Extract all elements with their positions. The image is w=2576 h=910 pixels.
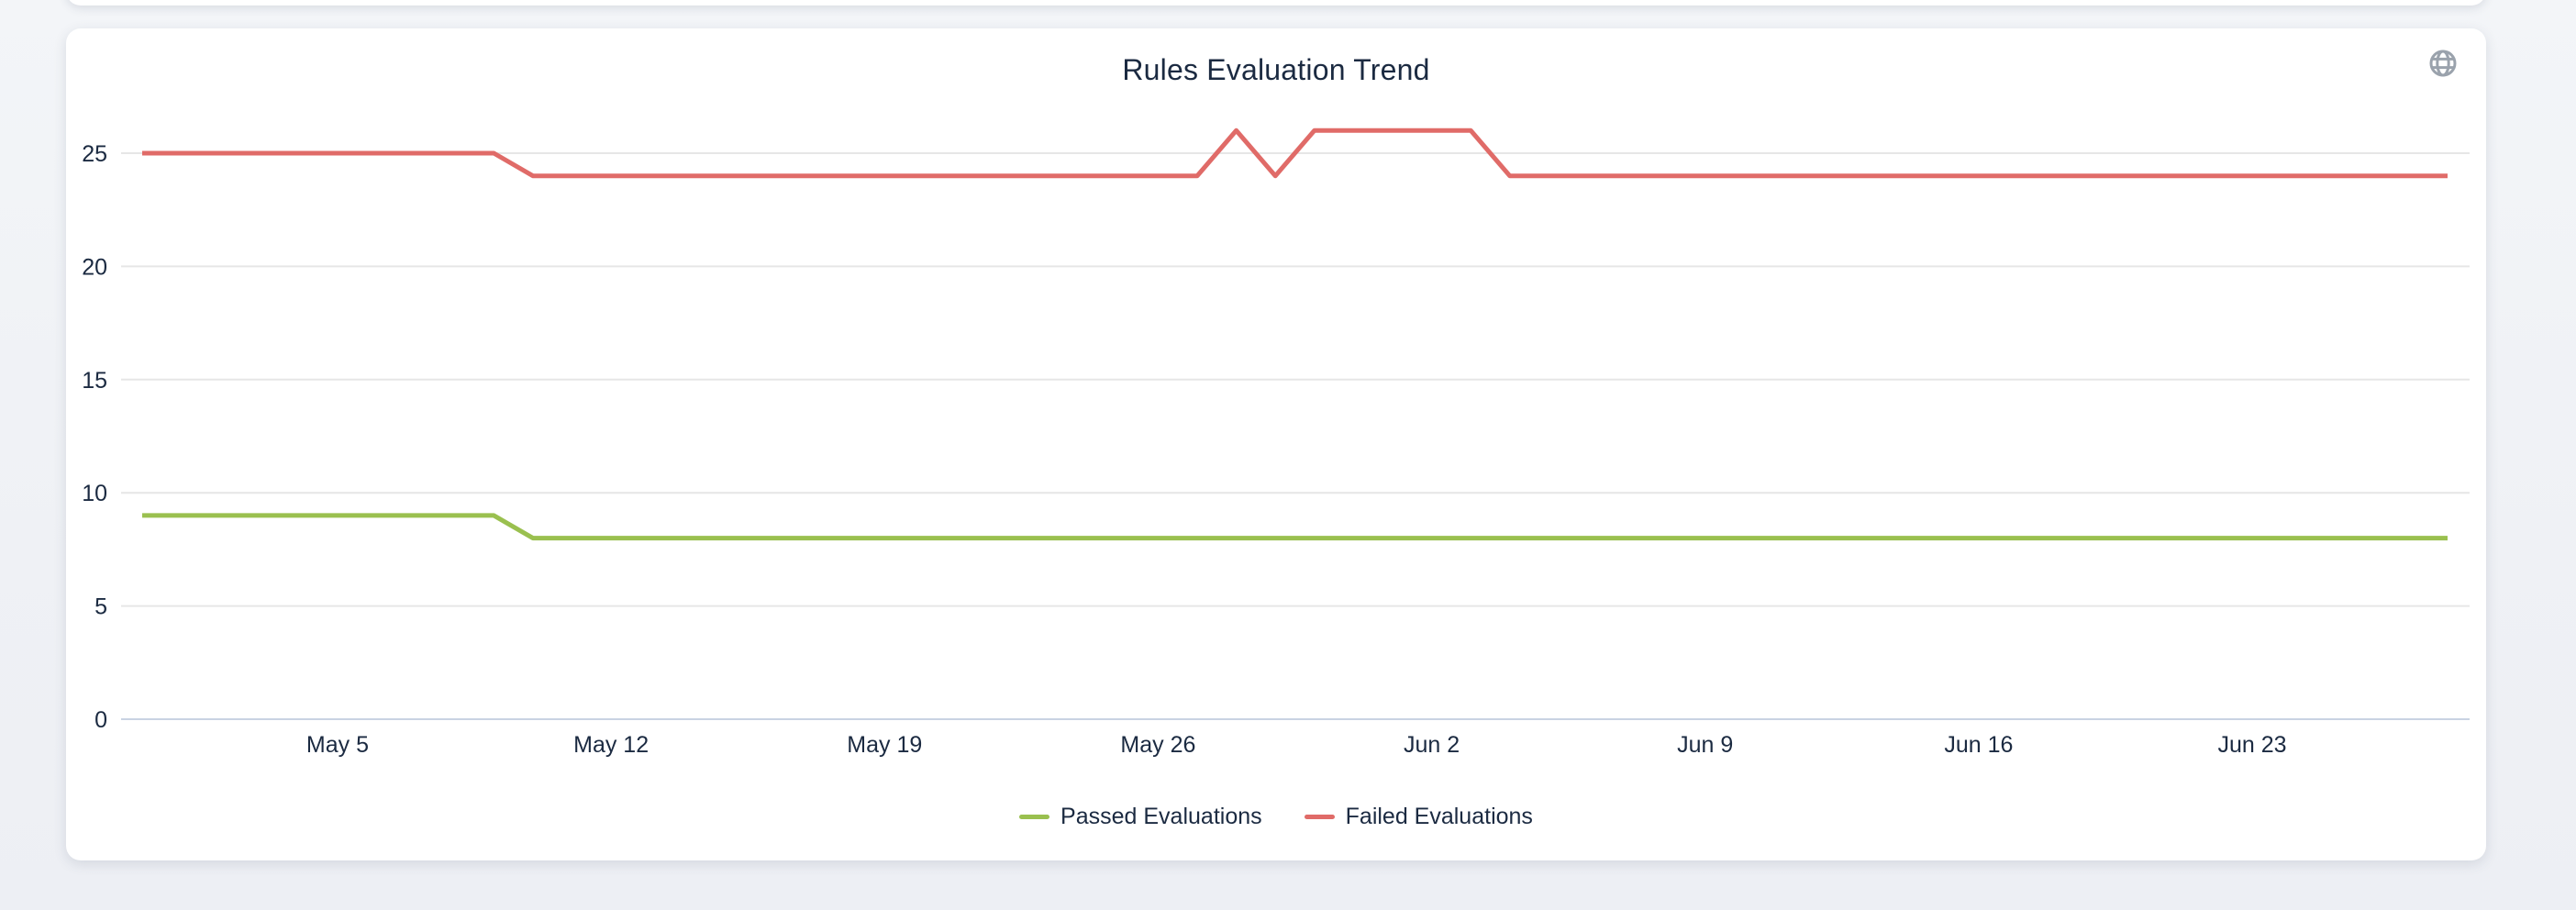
series-line-passed-evaluations[interactable] (142, 513, 2448, 541)
globe-icon (2429, 50, 2457, 77)
x-tick-label: May 12 (573, 732, 649, 758)
legend-item-failed[interactable]: Failed Evaluations (1304, 803, 1533, 830)
y-tick-label: 25 (82, 141, 107, 167)
passed-series-swatch-icon (1019, 814, 1050, 819)
y-tick-label: 5 (94, 594, 107, 620)
rules-evaluation-trend-card: Rules Evaluation Trend 0 5 10 15 20 25 May 5 Ma… (66, 28, 2486, 860)
chart-title: Rules Evaluation Trend (1122, 53, 1430, 86)
chart-legend: Passed Evaluations Failed Evaluations (66, 800, 2486, 833)
series-line-failed-evaluations[interactable] (142, 128, 2448, 179)
legend-label-failed: Failed Evaluations (1345, 803, 1533, 829)
y-tick-label: 0 (94, 707, 107, 733)
x-tick-label: Jun 23 (2218, 732, 2287, 758)
y-tick-label: 10 (82, 481, 107, 506)
x-tick-label: Jun 9 (1677, 732, 1733, 758)
y-tick-label: 20 (82, 254, 107, 280)
globe-button[interactable] (2427, 48, 2459, 79)
x-tick-label: May 5 (306, 732, 369, 758)
failed-series-swatch-icon (1304, 814, 1335, 819)
x-tick-label: May 26 (1120, 732, 1195, 758)
chart-canvas: 0 5 10 15 20 25 May 5 May 12 May 19 May 26 Jun 2 Ju… (82, 128, 2470, 758)
y-tick-label: 15 (82, 368, 107, 394)
legend-label-passed: Passed Evaluations (1060, 803, 1262, 829)
legend-item-passed[interactable]: Passed Evaluations (1019, 804, 1262, 830)
x-tick-label: Jun 16 (1944, 732, 2013, 758)
previous-card-bottom-edge (66, 0, 2486, 6)
x-tick-label: May 19 (847, 732, 922, 758)
x-tick-label: Jun 2 (1404, 732, 1460, 758)
